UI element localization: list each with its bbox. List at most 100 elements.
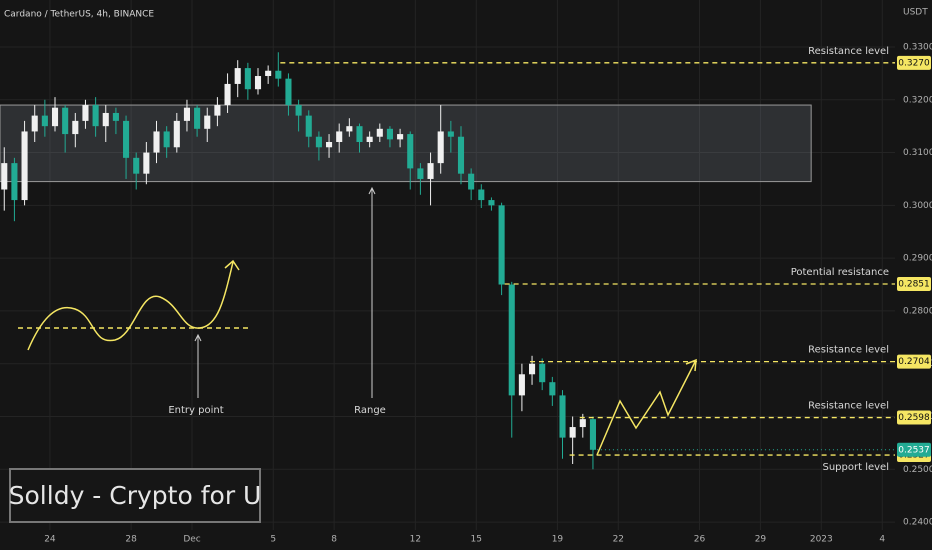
candle-body bbox=[589, 419, 596, 450]
candle-body bbox=[579, 419, 586, 428]
candle-body bbox=[559, 395, 566, 438]
candle-body bbox=[153, 131, 160, 153]
x-tick-label: 15 bbox=[470, 535, 481, 545]
candle-body bbox=[234, 68, 241, 84]
candle-body bbox=[356, 126, 363, 143]
last-price-box bbox=[897, 442, 931, 457]
candle-body bbox=[204, 115, 211, 129]
level-price-label: 0.2704 bbox=[898, 357, 930, 367]
candle-body bbox=[133, 157, 140, 174]
candle-body bbox=[41, 115, 48, 127]
chart-title: Cardano / TetherUS, 4h, BINANCE bbox=[4, 10, 154, 20]
candle-body bbox=[529, 363, 536, 375]
candle-body bbox=[478, 189, 485, 201]
candles bbox=[1, 52, 596, 470]
candle-body bbox=[102, 112, 109, 127]
projection-arrowhead bbox=[685, 358, 697, 372]
candle-body bbox=[163, 131, 170, 148]
x-tick-label: 12 bbox=[410, 535, 421, 545]
range-arrow-head bbox=[368, 186, 376, 195]
range-box bbox=[0, 104, 812, 183]
candle-body bbox=[508, 284, 515, 396]
candle-body bbox=[92, 105, 99, 127]
candle-body bbox=[295, 105, 302, 116]
candle-body bbox=[539, 363, 546, 383]
x-tick-label: 22 bbox=[613, 535, 624, 545]
pointer-arrows bbox=[194, 186, 376, 398]
level-price-box bbox=[897, 354, 931, 369]
y-tick-label: 0.3300 bbox=[903, 42, 932, 52]
candle-body bbox=[51, 107, 59, 127]
axes: 0.3300 0.3200 0.3100 0.3000 0.2900 0.2800 0.27… bbox=[44, 42, 932, 544]
candle-body bbox=[427, 163, 434, 179]
level-label: Potential resistance bbox=[791, 267, 889, 278]
y-tick-label: 0.2500 bbox=[903, 465, 932, 475]
candle-body bbox=[123, 120, 130, 158]
candle-body bbox=[214, 105, 221, 116]
candle-body bbox=[112, 112, 119, 121]
level-price-box bbox=[897, 277, 931, 292]
candle-body bbox=[62, 107, 69, 135]
candle-body bbox=[518, 374, 525, 396]
candle-body bbox=[336, 131, 343, 143]
entry-curve bbox=[27, 261, 234, 351]
last-price-label: 0.2537 bbox=[898, 445, 930, 455]
x-tick-label: 19 bbox=[552, 535, 564, 545]
candle-body bbox=[224, 83, 231, 106]
level-label: Support level bbox=[823, 462, 890, 473]
x-tick-label: Dec bbox=[183, 535, 200, 545]
level-label: Resistance level bbox=[808, 401, 889, 412]
level-label: Resistance level bbox=[808, 345, 889, 356]
candle-body bbox=[397, 134, 404, 140]
candle-body bbox=[21, 131, 28, 201]
y-unit: USDT bbox=[903, 8, 928, 18]
candle-body bbox=[346, 126, 353, 132]
annotation: Range bbox=[354, 405, 386, 416]
y-tick-label: 0.3000 bbox=[903, 201, 932, 211]
level-price-label: 0.2851 bbox=[898, 280, 930, 290]
candle-body bbox=[315, 136, 322, 148]
levels: Resistance level Potential resistance Resi… bbox=[280, 46, 895, 473]
y-tick-label: 0.3100 bbox=[903, 148, 932, 158]
x-tick-label: 8 bbox=[331, 535, 337, 545]
candle-body bbox=[386, 128, 393, 140]
candle-body bbox=[407, 134, 414, 169]
x-tick-label: 24 bbox=[44, 535, 56, 545]
entry-arrow-head bbox=[194, 333, 202, 342]
x-tick-label: 26 bbox=[694, 535, 706, 545]
candle-body bbox=[265, 70, 272, 77]
candle-body bbox=[173, 120, 180, 148]
level-price-box bbox=[897, 410, 931, 425]
time-axis-panel bbox=[0, 530, 932, 550]
entry-sketch bbox=[18, 259, 697, 456]
watermark: Solldy - Crypto for U bbox=[9, 481, 262, 510]
candle-body bbox=[31, 115, 38, 132]
candle-body bbox=[437, 131, 444, 164]
candle-body bbox=[569, 427, 576, 438]
x-tick-label: 29 bbox=[755, 535, 767, 545]
entry-arrowhead bbox=[224, 259, 240, 271]
candle-body bbox=[457, 136, 465, 174]
candle-body bbox=[11, 163, 18, 201]
x-tick-label: 4 bbox=[879, 535, 885, 545]
candle-body bbox=[275, 70, 282, 79]
candle-body bbox=[366, 136, 373, 143]
candle-body bbox=[244, 68, 251, 90]
x-tick-label: 2023 bbox=[810, 535, 833, 545]
level-price-label: 0.3270 bbox=[898, 58, 930, 68]
x-tick-label: 5 bbox=[270, 535, 276, 545]
candle-body bbox=[468, 173, 475, 190]
candle-body bbox=[447, 131, 454, 137]
candle-body bbox=[488, 200, 495, 206]
candle-body bbox=[143, 152, 150, 174]
annotation: Entry point bbox=[168, 405, 223, 416]
candle-body bbox=[498, 205, 505, 285]
candle-body bbox=[305, 115, 312, 137]
candle-body bbox=[417, 168, 424, 179]
candle-body bbox=[72, 120, 79, 135]
candle-body bbox=[82, 105, 89, 121]
candle-body bbox=[549, 382, 556, 396]
y-tick-label: 0.2400 bbox=[903, 518, 932, 528]
